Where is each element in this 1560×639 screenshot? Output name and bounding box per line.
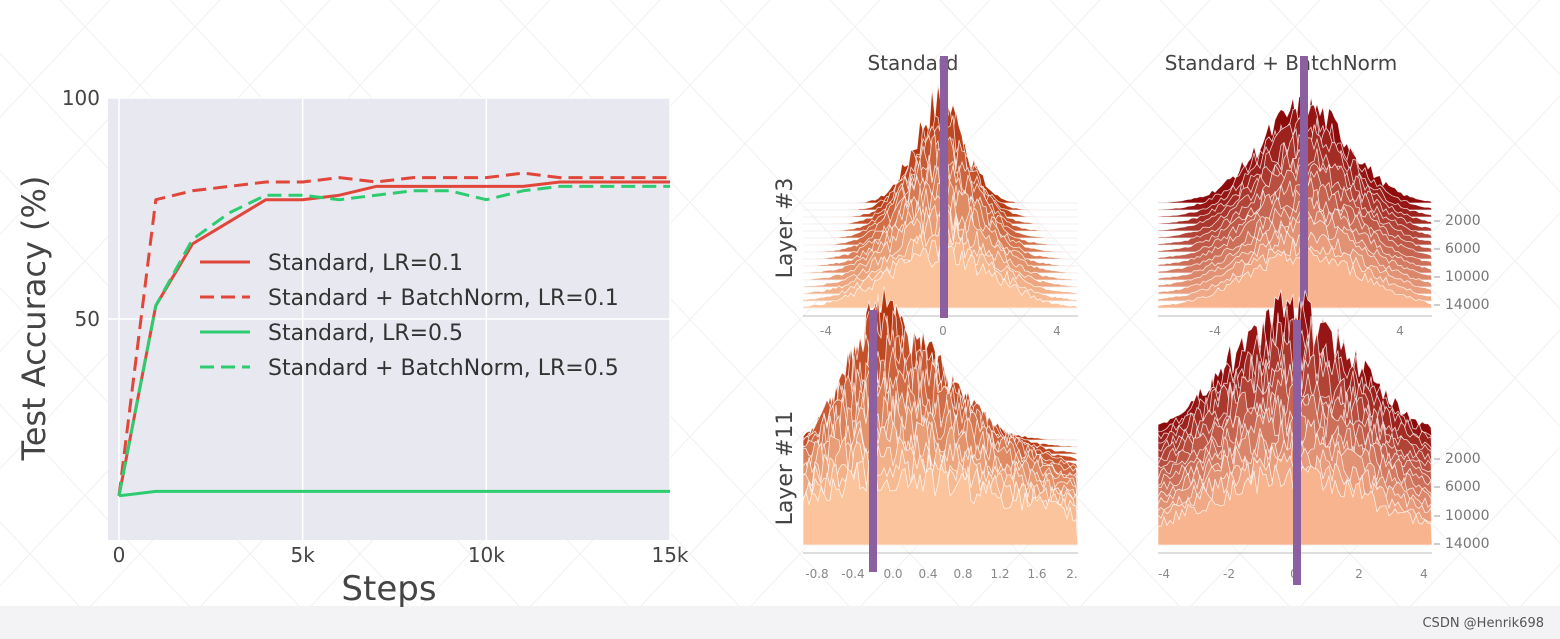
legend-label: Standard + BatchNorm, LR=0.5 (268, 356, 619, 381)
x-tick-label: -4 (820, 324, 832, 338)
x-tick-label: 0.4 (918, 567, 937, 581)
marker-bar (1293, 320, 1301, 585)
panel-batchnorm-layer11: -4-2024200060001000014000 (1157, 289, 1490, 585)
x-tick-labels: 0 5k 10k 15k (113, 543, 689, 567)
x-tick-label: 4 (1396, 324, 1404, 338)
bg-line (0, 0, 111, 118)
x-tick-label: 0.0 (883, 567, 902, 581)
panel-standard-layer11: -0.8 -0.4 0.0 0.4 0.8 1.2 1.6 2. (802, 285, 1080, 581)
row-label-layer11: Layer #11 (773, 411, 798, 526)
y-tick-labels: 50 100 (62, 86, 100, 331)
time-tick-label: 2000 (1445, 451, 1481, 467)
marker-bar (869, 310, 877, 572)
y-axis-label: Test Accuracy (%) (15, 176, 53, 462)
x-tick-label: -4 (1209, 324, 1221, 338)
panel-batchnorm-layer3: -404200060001000014000 (1157, 56, 1490, 338)
x-tick-label: 1.2 (990, 567, 1009, 581)
x-tick-label: 1.6 (1027, 567, 1046, 581)
time-tick-label: 14000 (1445, 536, 1490, 552)
time-tick-label: 10000 (1445, 269, 1490, 285)
legend-label: Standard, LR=0.5 (268, 321, 463, 346)
x-tick-label: 0 (939, 324, 947, 338)
x-tick-label: 10k (468, 543, 505, 567)
marker-bar (940, 56, 948, 318)
bg-line (609, 0, 1211, 639)
marker-bar (1300, 56, 1308, 322)
y-tick-label: 100 (62, 86, 100, 110)
x-tick-label: 0 (113, 543, 126, 567)
series-line (117, 171, 670, 496)
x-tick-label: 4 (1420, 567, 1428, 581)
x-tick-label: -0.8 (805, 567, 828, 581)
time-tick-label: 14000 (1445, 297, 1490, 313)
bg-line (1379, 446, 1560, 639)
y-tick-label: 50 (75, 307, 100, 331)
gridlines (108, 97, 671, 540)
x-tick-label: 4 (1053, 324, 1061, 338)
time-tick-label: 2000 (1445, 213, 1481, 229)
row-label-layer3: Layer #3 (773, 178, 798, 279)
x-tick-label: 15k (651, 543, 688, 567)
histogram-panels: Standard Standard + BatchNorm Layer #3 L… (773, 51, 1490, 585)
legend: Standard, LR=0.1 Standard + BatchNorm, LR… (200, 251, 619, 381)
bottom-band (0, 606, 1560, 639)
col-title-batchnorm: Standard + BatchNorm (1165, 51, 1398, 75)
x-tick-label: 2. (1066, 567, 1077, 581)
time-tick-label: 6000 (1445, 241, 1481, 257)
x-tick-label: 5k (291, 543, 316, 567)
x-tick-label: -2 (1223, 567, 1235, 581)
series-line (117, 180, 670, 497)
bg-line (1269, 0, 1560, 310)
x-tick-label: -0.4 (841, 567, 864, 581)
series-line (118, 489, 670, 498)
legend-label: Standard + BatchNorm, LR=0.1 (268, 286, 619, 311)
watermark: CSDN @Henrik698 (1422, 616, 1544, 631)
legend-label: Standard, LR=0.1 (268, 251, 463, 276)
bg-line (1379, 0, 1560, 193)
series-line (117, 184, 670, 497)
series-group (117, 171, 670, 498)
x-axis-label: Steps (341, 569, 436, 609)
bg-line (1049, 95, 1560, 639)
bg-line (0, 521, 111, 639)
x-tick-label: 0.8 (953, 567, 972, 581)
time-tick-label: 6000 (1445, 479, 1481, 495)
panel-standard-layer3: -4 0 4 (802, 56, 1080, 338)
x-tick-label: 2 (1355, 567, 1363, 581)
ridge-layer (1157, 246, 1433, 309)
time-tick-label: 10000 (1445, 508, 1490, 524)
x-tick-label: -4 (1158, 567, 1170, 581)
